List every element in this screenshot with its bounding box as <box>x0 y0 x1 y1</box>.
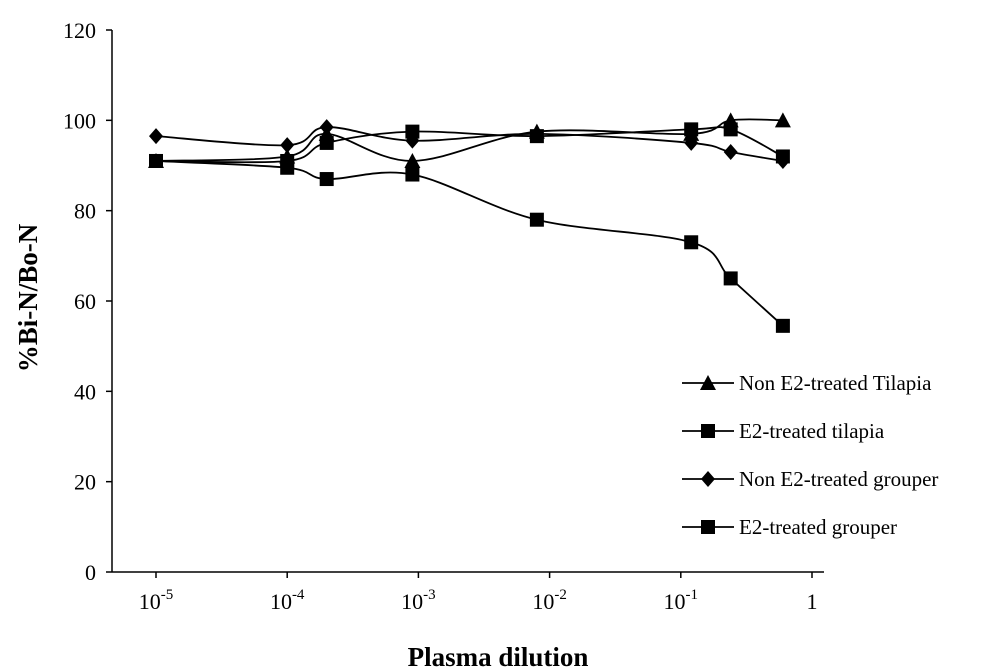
y-tick-label-0: 0 <box>85 560 96 585</box>
y-tick-label-1: 20 <box>74 470 96 495</box>
legend-entry-1: E2-treated tilapia <box>682 419 885 443</box>
x-axis-title: Plasma dilution <box>408 642 589 672</box>
point-2-6 <box>723 143 738 160</box>
point-0-7 <box>774 112 791 128</box>
y-tick-label-6: 120 <box>63 18 96 43</box>
y-tick-label-2: 40 <box>74 379 96 404</box>
point-3-1 <box>280 153 295 168</box>
point-1-7 <box>775 318 790 333</box>
point-3-0 <box>149 153 163 168</box>
y-tick-label-4: 80 <box>74 199 96 224</box>
x-tick-label-0: 10-5 <box>139 587 174 614</box>
legend-entry-0: Non E2-treated Tilapia <box>682 371 932 395</box>
point-2-1 <box>280 137 295 154</box>
point-3-2 <box>319 135 334 150</box>
series-3 <box>149 122 790 168</box>
point-1-4 <box>529 212 544 227</box>
point-1-2 <box>319 172 334 187</box>
point-2-0 <box>149 128 163 145</box>
series-1 <box>149 153 790 333</box>
legend-label-2: Non E2-treated grouper <box>739 467 938 491</box>
point-3-4 <box>529 129 544 144</box>
x-tick-label-4: 10-1 <box>664 587 699 614</box>
legend-marker-0 <box>700 375 716 390</box>
point-3-3 <box>405 124 420 139</box>
legend-marker-2 <box>701 471 715 487</box>
legend-label-0: Non E2-treated Tilapia <box>739 371 932 395</box>
legend-label-3: E2-treated grouper <box>739 515 897 539</box>
point-3-5 <box>684 122 699 137</box>
series-layer <box>148 112 791 333</box>
x-tick-label-3: 10-2 <box>532 587 567 614</box>
legend-marker-1 <box>701 424 715 438</box>
point-3-7 <box>775 149 790 164</box>
point-1-5 <box>684 235 699 250</box>
legend-entry-3: E2-treated grouper <box>682 515 897 539</box>
legend-marker-3 <box>701 520 715 534</box>
x-tick-label-1: 10-4 <box>270 587 305 614</box>
point-0-3 <box>404 152 421 168</box>
legend-label-1: E2-treated tilapia <box>739 419 885 443</box>
point-2-5 <box>684 134 699 151</box>
y-tick-label-3: 60 <box>74 289 96 314</box>
point-2-2 <box>319 119 334 136</box>
point-1-6 <box>723 271 738 286</box>
point-3-6 <box>723 122 738 137</box>
legend-entry-2: Non E2-treated grouper <box>682 467 938 491</box>
point-1-3 <box>405 167 420 182</box>
y-axis-title: %Bi-N/Bo-N <box>13 223 43 372</box>
axes: 0 20 40 60 80 100 120 10-5 10-4 10-3 10-2 10-1 1 <box>63 18 824 614</box>
x-tick-label-2: 10-3 <box>401 587 436 614</box>
x-tick-label-5: 1 <box>807 589 818 614</box>
y-tick-label-5: 100 <box>63 108 96 133</box>
legend: Non E2-treated Tilapia E2-treated tilapia… <box>682 371 938 539</box>
